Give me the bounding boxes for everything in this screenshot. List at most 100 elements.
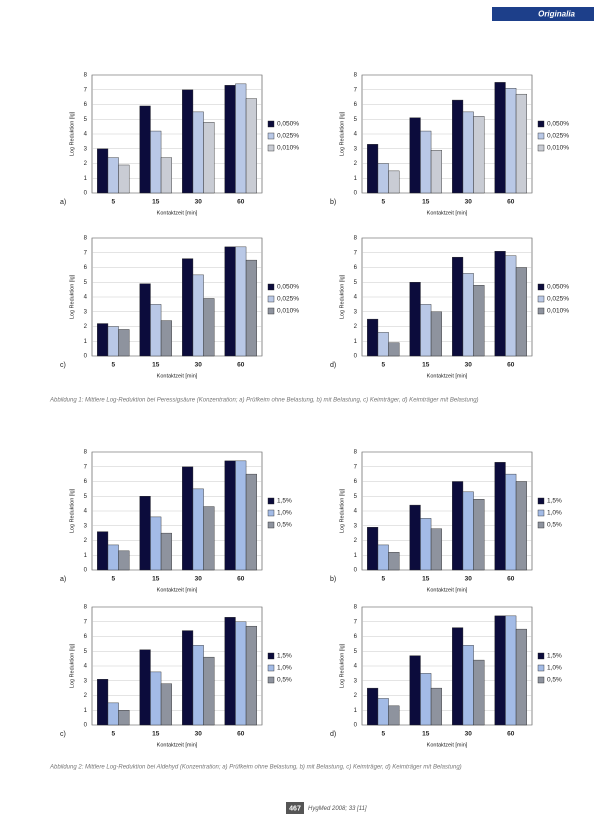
bar (139, 496, 151, 571)
y-tick-label: 7 (84, 619, 88, 625)
legend-swatch (267, 295, 275, 303)
y-tick-label: 2 (354, 693, 358, 699)
bar (515, 628, 527, 726)
y-tick-label: 1 (354, 176, 358, 182)
legend-label: 1,0% (277, 510, 292, 517)
y-axis-label: Log Reduktion [lg] (69, 643, 75, 688)
x-tick-label: 15 (152, 199, 160, 206)
y-tick-label: 6 (354, 102, 358, 108)
bar (377, 698, 389, 726)
page-number: 467 (289, 805, 301, 812)
bar (505, 255, 517, 357)
x-tick-label: 60 (507, 576, 515, 583)
y-tick-label: 2 (84, 161, 88, 167)
x-tick-label: 15 (422, 576, 430, 583)
x-tick-label: 60 (237, 731, 245, 738)
bar (97, 679, 109, 726)
bar (139, 283, 151, 357)
legend-label: 1,0% (547, 510, 562, 517)
y-tick-label: 3 (354, 523, 358, 529)
legend-swatch (537, 509, 545, 517)
bar (203, 121, 215, 194)
bar (224, 617, 236, 726)
x-tick-label: 30 (465, 576, 473, 583)
y-tick-label: 3 (354, 678, 358, 684)
y-tick-label: 5 (84, 117, 88, 123)
bar (118, 329, 130, 357)
page-box (286, 802, 304, 814)
legend-swatch (537, 521, 545, 529)
bar (192, 274, 204, 357)
legend-swatch (267, 283, 275, 291)
panel-label: c) (60, 731, 66, 738)
bar (515, 267, 527, 357)
y-tick-label: 1 (84, 339, 88, 345)
y-tick-label: 4 (84, 295, 88, 301)
y-tick-label: 3 (84, 146, 88, 152)
x-tick-label: 15 (152, 362, 160, 369)
y-tick-label: 3 (84, 523, 88, 529)
legend-swatch (267, 120, 275, 128)
bar (420, 518, 432, 571)
y-tick-label: 2 (84, 693, 88, 699)
bar (118, 164, 130, 194)
bar (420, 673, 432, 726)
bar (515, 93, 527, 194)
y-tick-label: 6 (84, 102, 88, 108)
bar (182, 258, 194, 357)
y-tick-label: 0 (84, 191, 88, 197)
x-tick-label: 5 (381, 731, 385, 738)
bar (452, 481, 464, 571)
bar (494, 82, 506, 194)
y-tick-label: 2 (84, 324, 88, 330)
y-tick-label: 3 (354, 309, 358, 315)
legend-swatch (267, 652, 275, 660)
y-tick-label: 7 (354, 464, 358, 470)
y-tick-label: 5 (354, 280, 358, 286)
x-tick-label: 60 (237, 576, 245, 583)
panel-label: d) (330, 731, 336, 738)
y-tick-label: 1 (84, 553, 88, 559)
bar (409, 282, 421, 357)
bar (473, 499, 485, 571)
x-tick-label: 30 (195, 576, 203, 583)
bar (367, 687, 379, 726)
y-axis-label: Log Reduktion [lg] (339, 111, 345, 156)
bar (505, 615, 517, 726)
x-tick-label: 60 (507, 731, 515, 738)
bar (377, 163, 389, 194)
bar (139, 649, 151, 726)
legend-swatch (267, 307, 275, 315)
legend-swatch (537, 295, 545, 303)
y-tick-label: 4 (354, 509, 358, 515)
legend-swatch (267, 144, 275, 152)
bar (245, 98, 257, 194)
x-tick-label: 30 (465, 731, 473, 738)
bar (473, 116, 485, 194)
legend-label: 0,050% (547, 284, 569, 291)
x-tick-label: 15 (152, 576, 160, 583)
legend-label: 1,5% (277, 653, 292, 660)
y-tick-label: 1 (354, 553, 358, 559)
bar (452, 99, 464, 194)
bar (182, 466, 194, 571)
bar (160, 532, 172, 571)
y-tick-label: 1 (84, 708, 88, 714)
y-tick-label: 8 (84, 450, 88, 456)
y-tick-label: 4 (354, 295, 358, 301)
bar (160, 157, 172, 194)
y-tick-label: 5 (84, 649, 88, 655)
y-tick-label: 3 (84, 309, 88, 315)
legend-label: 1,0% (547, 665, 562, 672)
panel-label: b) (330, 576, 336, 583)
legend-label: 0,010% (547, 308, 569, 315)
y-tick-label: 7 (84, 87, 88, 93)
y-tick-label: 1 (354, 339, 358, 345)
y-tick-label: 0 (354, 354, 358, 360)
legend-label: 1,5% (277, 498, 292, 505)
y-axis-label: Log Reduktion [lg] (339, 643, 345, 688)
legend-swatch (537, 497, 545, 505)
y-tick-label: 6 (84, 634, 88, 640)
y-tick-label: 0 (354, 723, 358, 729)
y-tick-label: 5 (84, 494, 88, 500)
